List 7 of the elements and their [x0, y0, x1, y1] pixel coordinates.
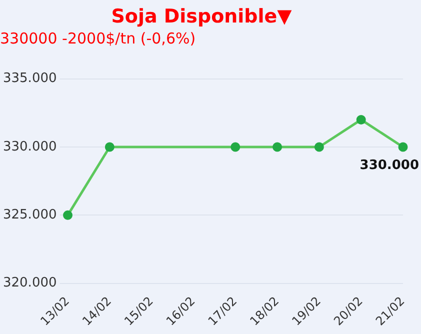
- y-tick-label: 320.000: [2, 276, 57, 291]
- y-tick-label: 325.000: [2, 208, 57, 223]
- chart-subtitle: 330000 -2000$/tn (-0,6%): [0, 30, 196, 48]
- y-tick-label: 335.000: [2, 71, 57, 86]
- data-label: 330.000: [360, 158, 420, 173]
- y-tick-label: 330.000: [2, 139, 57, 154]
- chart-title: Soja Disponible▼: [111, 5, 292, 28]
